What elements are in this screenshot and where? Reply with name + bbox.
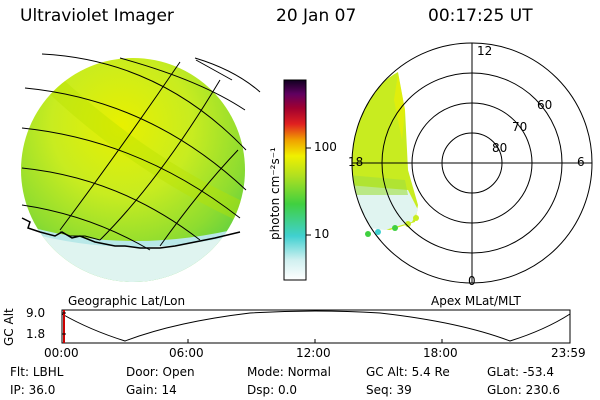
globe-disk <box>21 58 245 282</box>
altitude-xtick-1200: 12:00 <box>296 346 331 360</box>
mlat-label-70: 70 <box>512 120 528 134</box>
status-flt: Flt: LBHL <box>10 365 64 379</box>
altitude-ytick-high: 9.0 <box>26 306 46 320</box>
altitude-xtick-0000: 00:00 <box>44 346 79 360</box>
polar-plot <box>351 42 593 284</box>
altitude-xtick-2359: 23:59 <box>551 346 586 360</box>
mlt-label-6: 6 <box>577 155 585 169</box>
status-door: Door: Open <box>126 365 195 379</box>
status-gain: Gain: 14 <box>126 383 177 397</box>
mlat-label-60: 60 <box>537 98 553 112</box>
colorbar <box>283 79 311 281</box>
colorbar-tick-10: 10 <box>314 227 330 241</box>
colorbar-tick-100: 100 <box>314 140 337 154</box>
geographic-globe <box>21 53 261 282</box>
altitude-xtick-1800: 18:00 <box>423 346 458 360</box>
right-panel-label: Apex MLat/MLT <box>431 294 521 308</box>
altitude-curve <box>61 310 571 342</box>
status-gc-alt: GC Alt: 5.4 Re <box>366 365 450 379</box>
instrument-title: Ultraviolet Imager <box>20 6 174 26</box>
status-glat: GLat: -53.4 <box>487 365 554 379</box>
status-seq: Seq: 39 <box>366 383 412 397</box>
altitude-strip <box>61 309 571 344</box>
status-glon: GLon: 230.6 <box>487 383 560 397</box>
mlt-label-0: 0 <box>468 274 476 288</box>
globe-grid <box>21 53 261 251</box>
header-time: 00:17:25 UT <box>428 6 533 26</box>
coastline <box>21 217 241 249</box>
left-panel-label: Geographic Lat/Lon <box>68 294 186 308</box>
mlt-label-18: 18 <box>348 155 364 169</box>
altitude-ylabel: GC Alt <box>2 308 16 346</box>
mlat-label-80: 80 <box>492 141 508 155</box>
status-ip: IP: 36.0 <box>10 383 56 397</box>
status-mode: Mode: Normal <box>247 365 331 379</box>
colorbar-unit-label: photon cm⁻²s⁻¹ <box>268 147 282 240</box>
status-dsp: Dsp: 0.0 <box>247 383 298 397</box>
altitude-ytick-low: 1.8 <box>26 327 46 341</box>
header-date: 20 Jan 07 <box>276 6 357 26</box>
altitude-xtick-0600: 06:00 <box>169 346 204 360</box>
mlt-label-12: 12 <box>477 44 493 58</box>
